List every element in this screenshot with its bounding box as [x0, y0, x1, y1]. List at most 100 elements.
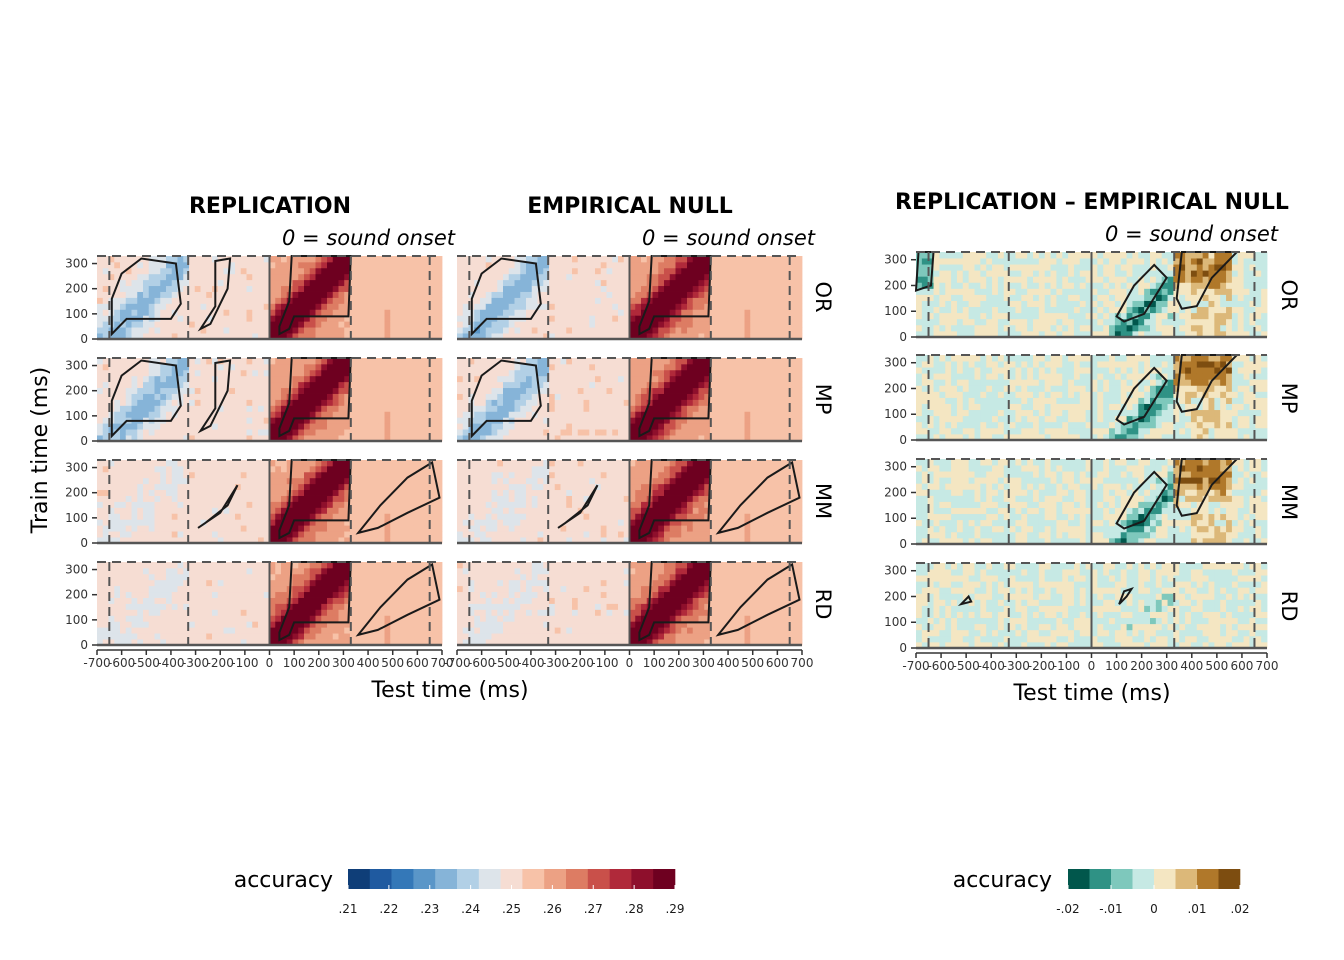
heatmap-cell [126, 574, 132, 580]
heatmap-cell [607, 388, 613, 394]
heatmap-cell [756, 321, 762, 327]
heatmap-cell [664, 405, 670, 411]
heatmap-cell [607, 268, 613, 274]
heatmap-cell [252, 274, 258, 280]
heatmap-cell [520, 411, 526, 417]
heatmap-cell [745, 423, 751, 429]
heatmap-cell [166, 309, 172, 315]
heatmap-cell [189, 286, 195, 292]
heatmap-cell [321, 525, 327, 531]
heatmap-cell [413, 382, 419, 388]
heatmap-cell [247, 609, 253, 615]
heatmap-cell [201, 394, 207, 400]
heatmap-cell [218, 466, 224, 472]
heatmap-cell [463, 303, 469, 309]
heatmap-cell [362, 598, 368, 604]
heatmap-cell [463, 370, 469, 376]
heatmap-cell [457, 417, 463, 423]
heatmap-cell [229, 292, 235, 298]
heatmap-cell [310, 262, 316, 268]
heatmap-cell [143, 627, 149, 633]
heatmap-cell [172, 568, 178, 574]
heatmap-cell [189, 364, 195, 370]
heatmap-cell [362, 286, 368, 292]
heatmap-cell [515, 394, 521, 400]
heatmap-cell [367, 502, 373, 508]
heatmap-cell [362, 423, 368, 429]
heatmap-cell [160, 568, 166, 574]
heatmap-cell [474, 298, 480, 304]
heatmap-cell [298, 376, 304, 382]
heatmap-cell [333, 376, 339, 382]
heatmap-cell [356, 592, 362, 598]
heatmap-cell [779, 280, 785, 286]
heatmap-cell [126, 604, 132, 610]
heatmap-cell [373, 633, 379, 639]
heatmap-cell [503, 280, 509, 286]
heatmap-cell [195, 388, 201, 394]
heatmap-cell [229, 472, 235, 478]
heatmap-cell [321, 423, 327, 429]
heatmap-cell [229, 376, 235, 382]
heatmap-cell [321, 627, 327, 633]
heatmap-cell [143, 423, 149, 429]
heatmap-cell [402, 586, 408, 592]
heatmap-cell [183, 586, 189, 592]
heatmap-cell [641, 286, 647, 292]
heatmap-cell [379, 423, 385, 429]
heatmap-cell [413, 531, 419, 537]
heatmap-cell [543, 382, 549, 388]
heatmap-cell [126, 292, 132, 298]
heatmap-cell [385, 274, 391, 280]
heatmap-cell [532, 388, 538, 394]
heatmap-cell [413, 429, 419, 435]
heatmap-cell [206, 405, 212, 411]
heatmap-cell [103, 280, 109, 286]
heatmap-cell [333, 466, 339, 472]
heatmap-cell [247, 327, 253, 333]
heatmap-cell [773, 411, 779, 417]
heatmap-cell [195, 292, 201, 298]
heatmap-cell [316, 429, 322, 435]
heatmap-cell [103, 484, 109, 490]
heatmap-cell [362, 309, 368, 315]
heatmap-cell [555, 388, 561, 394]
heatmap-cell [201, 496, 207, 502]
heatmap-cell [333, 388, 339, 394]
heatmap-cell [195, 417, 201, 423]
heatmap-cell [235, 405, 241, 411]
heatmap-cell [339, 405, 345, 411]
heatmap-cell [431, 400, 437, 406]
heatmap-cell [132, 574, 138, 580]
heatmap-cell [578, 423, 584, 429]
heatmap-cell [275, 262, 281, 268]
heatmap-cell [201, 411, 207, 417]
heatmap-cell [385, 417, 391, 423]
heatmap-cell [333, 405, 339, 411]
heatmap-cell [385, 262, 391, 268]
heatmap-cell [739, 292, 745, 298]
heatmap-cell [344, 633, 350, 639]
heatmap-cell [532, 382, 538, 388]
heatmap-cell [201, 370, 207, 376]
heatmap-cell [126, 513, 132, 519]
heatmap-cell [241, 502, 247, 508]
heatmap-cell [779, 382, 785, 388]
heatmap-cell [293, 376, 299, 382]
heatmap-cell [103, 609, 109, 615]
heatmap-cell [241, 490, 247, 496]
heatmap-cell [224, 321, 230, 327]
heatmap-cell [612, 400, 618, 406]
heatmap-cell [126, 411, 132, 417]
heatmap-cell [549, 298, 555, 304]
heatmap-cell [195, 411, 201, 417]
heatmap-cell [722, 358, 728, 364]
heatmap-cell [166, 627, 172, 633]
heatmap-cell [344, 525, 350, 531]
heatmap-cell [413, 280, 419, 286]
heatmap-cell [385, 315, 391, 321]
heatmap-cell [252, 280, 258, 286]
heatmap-cell [293, 507, 299, 513]
heatmap-cell [206, 568, 212, 574]
heatmap-cell [137, 525, 143, 531]
